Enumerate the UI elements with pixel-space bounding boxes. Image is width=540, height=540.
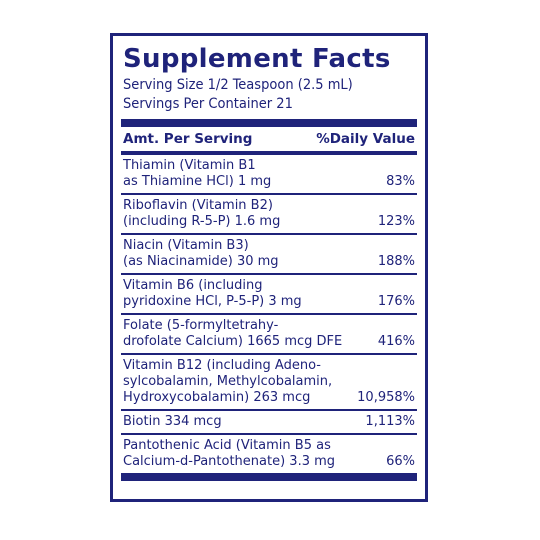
bottom-divider — [121, 473, 417, 481]
nutrient-text: Pantothenic Acid (Vitamin B5 as — [123, 438, 331, 453]
nutrient-line: Riboflavin (Vitamin B2) — [123, 198, 415, 214]
nutrient-text: (including R-5-P) 1.6 mg — [123, 214, 281, 229]
nutrient-line: sylcobalamin, Methylcobalamin, — [123, 374, 415, 390]
nutrient-text: Calcium-d-Pantothenate) 3.3 mg — [123, 454, 336, 469]
nutrient-row: Folate (5-formyltetrahy-drofolate Calciu… — [121, 315, 417, 353]
medium-divider — [121, 151, 417, 155]
nutrient-text: Niacin (Vitamin B3) — [123, 238, 249, 253]
daily-value: 83% — [386, 174, 415, 189]
nutrient-row: Riboflavin (Vitamin B2) (including R-5-P)… — [121, 195, 417, 233]
nutrient-line: Hydroxycobalamin) 263 mcg 10,958% — [123, 390, 415, 406]
nutrient-text: drofolate Calcium) 1665 mcg DFE — [123, 334, 343, 349]
thick-divider — [121, 119, 417, 127]
thin-divider — [121, 433, 417, 435]
nutrient-text: (as Niacinamide) 30 mg — [123, 254, 279, 269]
thin-divider — [121, 409, 417, 411]
nutrient-line: as Thiamine HCl) 1 mg 83% — [123, 174, 415, 190]
nutrient-line: pyridoxine HCl, P-5-P) 3 mg 176% — [123, 294, 415, 310]
daily-value: 66% — [386, 454, 415, 469]
nutrient-line: drofolate Calcium) 1665 mcg DFE 416% — [123, 334, 415, 350]
nutrient-row: Pantothenic Acid (Vitamin B5 as Calcium-d… — [121, 435, 417, 473]
amount-per-serving-header: Amt. Per Serving — [123, 131, 253, 147]
nutrient-text: Thiamin (Vitamin B1 — [123, 158, 256, 173]
nutrient-row: Niacin (Vitamin B3) (as Niacinamide) 30 m… — [121, 235, 417, 273]
nutrient-text: Hydroxycobalamin) 263 mcg — [123, 390, 311, 405]
nutrient-row: Vitamin B6 (including pyridoxine HCl, P-5… — [121, 275, 417, 313]
nutrient-row: Vitamin B12 (including Adeno-sylcobalami… — [121, 355, 417, 409]
nutrient-line: Thiamin (Vitamin B1 — [123, 158, 415, 174]
nutrient-list: Thiamin (Vitamin B1 as Thiamine HCl) 1 mg… — [121, 155, 417, 473]
thin-divider — [121, 233, 417, 235]
nutrient-line: (as Niacinamide) 30 mg 188% — [123, 254, 415, 270]
nutrient-line: Biotin 334 mcg 1,113% — [123, 414, 415, 430]
thin-divider — [121, 313, 417, 315]
nutrient-line: Folate (5-formyltetrahy- — [123, 318, 415, 334]
daily-value: 10,958% — [357, 390, 415, 405]
supplement-facts-panel: Supplement Facts Serving Size 1/2 Teaspo… — [110, 33, 428, 502]
nutrient-line: (including R-5-P) 1.6 mg 123% — [123, 214, 415, 230]
daily-value: 416% — [377, 334, 415, 349]
nutrient-line: Vitamin B12 (including Adeno- — [123, 358, 415, 374]
nutrient-text: Biotin 334 mcg — [123, 414, 222, 429]
panel-title: Supplement Facts — [123, 44, 391, 74]
nutrient-line: Pantothenic Acid (Vitamin B5 as — [123, 438, 415, 454]
servings-per-container: Servings Per Container 21 — [123, 96, 293, 112]
column-header: Amt. Per Serving %Daily Value — [121, 127, 417, 151]
nutrient-row: Biotin 334 mcg 1,113% — [121, 411, 417, 433]
daily-value-header: %Daily Value — [316, 131, 415, 147]
nutrient-row: Thiamin (Vitamin B1 as Thiamine HCl) 1 mg… — [121, 155, 417, 193]
nutrient-text: Vitamin B12 (including Adeno- — [123, 358, 321, 373]
nutrient-line: Niacin (Vitamin B3) — [123, 238, 415, 254]
nutrient-line: Calcium-d-Pantothenate) 3.3 mg 66% — [123, 454, 415, 470]
nutrient-text: as Thiamine HCl) 1 mg — [123, 174, 272, 189]
serving-size: Serving Size 1/2 Teaspoon (2.5 mL) — [123, 77, 353, 93]
nutrient-text: Riboflavin (Vitamin B2) — [123, 198, 273, 213]
thin-divider — [121, 273, 417, 275]
daily-value: 176% — [377, 294, 415, 309]
nutrient-text: sylcobalamin, Methylcobalamin, — [123, 374, 333, 389]
daily-value: 188% — [377, 254, 415, 269]
nutrient-text: Vitamin B6 (including — [123, 278, 263, 293]
thin-divider — [121, 353, 417, 355]
daily-value: 123% — [377, 214, 415, 229]
nutrient-text: Folate (5-formyltetrahy- — [123, 318, 279, 333]
thin-divider — [121, 193, 417, 195]
nutrient-text: pyridoxine HCl, P-5-P) 3 mg — [123, 294, 302, 309]
nutrient-line: Vitamin B6 (including — [123, 278, 415, 294]
daily-value: 1,113% — [365, 414, 415, 429]
